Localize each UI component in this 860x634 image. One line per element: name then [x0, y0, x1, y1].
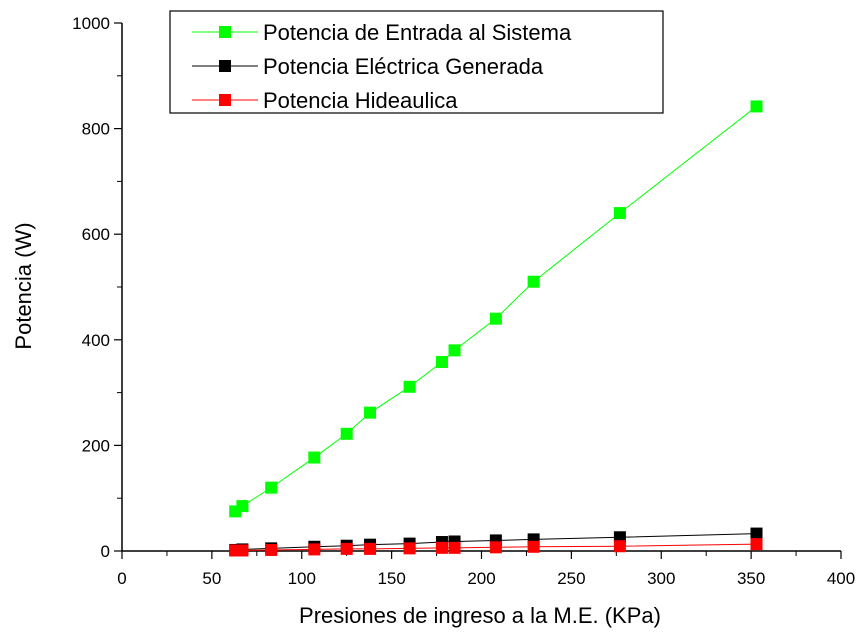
legend-label: Potencia Eléctrica Generada	[263, 54, 544, 79]
y-axis: 0 200 400 600 800 1000	[72, 14, 123, 561]
data-point	[613, 207, 626, 220]
data-point	[265, 543, 278, 556]
data-point	[527, 275, 540, 288]
data-point	[265, 481, 278, 494]
x-tick-label: 150	[377, 569, 405, 588]
data-point	[435, 541, 448, 554]
x-tick-label: 300	[647, 569, 675, 588]
y-tick-label: 400	[82, 331, 110, 350]
series-1	[229, 100, 763, 518]
data-point	[364, 542, 377, 555]
legend-marker	[219, 94, 231, 106]
y-axis-title: Potencia (W)	[11, 222, 36, 349]
data-point	[750, 538, 763, 551]
x-tick-label: 200	[467, 569, 495, 588]
legend-marker	[219, 26, 231, 38]
data-point	[750, 527, 763, 540]
series-line	[234, 106, 757, 512]
series-3	[229, 538, 763, 557]
legend-item: Potencia Eléctrica Generada	[192, 54, 544, 79]
x-tick-label: 250	[557, 569, 585, 588]
legend-marker	[219, 60, 231, 72]
x-tick-label: 400	[827, 569, 855, 588]
data-point	[340, 427, 353, 440]
series-layer	[229, 100, 763, 557]
data-point	[613, 540, 626, 553]
data-point	[403, 542, 416, 555]
legend-box	[169, 10, 664, 114]
legend-label: Potencia de Entrada al Sistema	[263, 20, 572, 45]
x-axis-title: Presiones de ingreso a la M.E. (KPa)	[299, 603, 661, 628]
legend-label: Potencia Hideaulica	[263, 88, 458, 113]
y-tick-label: 800	[82, 120, 110, 139]
data-point	[489, 312, 502, 325]
data-point	[364, 406, 377, 419]
y-tick-label: 600	[82, 225, 110, 244]
data-point	[403, 380, 416, 393]
data-point	[435, 355, 448, 368]
plot-area: 0 50 100 150 200 250 300 350 400 0 200 400 600 800 10…	[72, 14, 855, 588]
data-point	[308, 451, 321, 464]
data-point	[340, 542, 353, 555]
y-tick-label: 0	[101, 542, 110, 561]
x-tick-label: 100	[288, 569, 316, 588]
y-tick-label: 1000	[72, 14, 110, 33]
data-point	[236, 500, 249, 513]
data-point	[527, 540, 540, 553]
x-tick-label: 350	[737, 569, 765, 588]
data-point	[489, 541, 502, 554]
data-point	[750, 100, 763, 113]
data-point	[308, 543, 321, 556]
x-tick-label: 0	[117, 569, 126, 588]
x-tick-label: 50	[202, 569, 221, 588]
legend: Potencia de Entrada al Sistema Potencia E…	[169, 10, 664, 114]
data-point	[448, 344, 461, 357]
x-axis: 0 50 100 150 200 250 300 350 400	[117, 550, 855, 588]
legend-item: Potencia de Entrada al Sistema	[192, 20, 572, 45]
data-point	[236, 544, 249, 557]
data-point	[448, 541, 461, 554]
y-tick-label: 200	[82, 436, 110, 455]
legend-item: Potencia Hideaulica	[192, 88, 458, 113]
